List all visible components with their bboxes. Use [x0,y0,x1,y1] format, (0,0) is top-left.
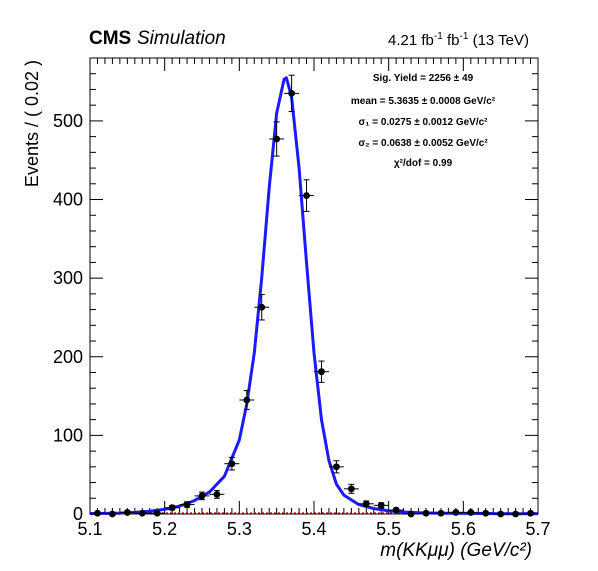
data-marker [407,510,415,518]
y-tick-label: 300 [53,268,83,288]
data-marker [288,89,295,97]
y-tick-label: 500 [53,111,83,131]
data-marker [377,501,385,509]
data-point [239,390,255,410]
data-point [224,456,240,471]
data-point [508,510,524,518]
fit-result-line: χ²/dof = 0.99 [394,158,453,169]
data-marker [318,368,325,376]
data-point [418,509,434,517]
data-point [299,179,314,212]
data-point [478,509,494,517]
x-tick-label: 5.4 [301,519,326,539]
data-marker [123,509,131,516]
x-tick-label: 5.2 [152,519,177,539]
data-point [284,74,300,113]
y-tick-label: 0 [73,504,83,524]
data-point [403,510,419,518]
fit-results-box: Sig. Yield = 2256 ± 49 mean = 5.3635 ± 0.… [351,73,496,169]
data-marker [109,510,116,518]
data-marker [94,509,101,517]
data-marker [437,509,445,517]
data-point [254,293,270,321]
data-marker [497,510,505,518]
data-marker [303,192,310,199]
data-point [388,506,404,514]
data-marker [452,509,460,516]
data-point [90,509,105,517]
data-marker [228,460,236,468]
lumi-exponent-2: -1 [459,31,469,42]
x-tick-label: 5.1 [77,519,102,539]
data-marker [333,463,340,471]
data-marker [213,490,221,498]
fit-result-line: σ₂ = 0.0638 ± 0.0052 GeV/c² [358,138,488,149]
data-marker [527,509,534,517]
data-marker [243,396,251,404]
data-marker [347,485,355,493]
data-marker [153,509,161,517]
x-tick-label: 5.7 [525,519,550,539]
y-tick-label: 100 [53,425,83,445]
x-tick-label: 5.5 [376,519,401,539]
y-axis-label: Events / ( 0.02 ) [22,60,42,187]
data-point [269,121,285,157]
y-tick-label: 200 [53,347,83,367]
data-marker [362,500,370,508]
data-point [149,509,165,517]
lumi-exponent-1: -1 [433,31,443,42]
simulation-label: Simulation [137,28,226,49]
data-point [179,501,195,508]
data-marker [392,506,400,514]
data-point [328,460,344,474]
data-marker [273,135,281,143]
data-point [164,504,180,512]
data-point [343,483,359,494]
data-point [358,500,374,508]
data-point [104,510,120,518]
fit-result-line: mean = 5.3635 ± 0.0008 GeV/c² [351,96,496,107]
data-marker [422,509,430,517]
x-tick-label: 5.6 [451,519,476,539]
data-marker [258,303,266,311]
data-point [314,360,329,383]
luminosity-label: 4.21 fb-1 fb-1 (13 TeV) [388,31,529,49]
data-point [433,509,449,517]
data-marker [168,504,176,512]
data-points [90,74,538,518]
fit-result-line: Sig. Yield = 2256 ± 49 [373,73,474,84]
x-tick-labels: 5.1 5.2 5.3 5.4 5.5 5.6 5.7 [77,519,550,539]
x-axis-label: m(KKμμ) (GeV/c²) [380,540,532,561]
data-marker [198,492,206,500]
x-tick-label: 5.3 [227,519,252,539]
data-point [134,509,150,517]
data-point [463,509,479,516]
data-marker [183,501,191,508]
data-point [194,491,210,501]
lumi-mid: fb [442,32,460,49]
y-tick-labels: 0 100 200 300 400 500 [53,111,83,524]
fit-result-line: σ₁ = 0.0275 ± 0.0012 GeV/c² [358,117,488,128]
data-point [493,510,509,518]
data-point [209,489,225,499]
y-tick-label: 400 [53,190,83,210]
data-point [448,509,464,516]
data-point [119,509,135,516]
data-marker [467,509,475,516]
lumi-value: 4.21 fb [388,32,434,49]
lumi-energy: (13 TeV) [468,32,529,49]
data-point [523,509,538,517]
experiment-label: CMS [89,28,132,49]
data-marker [512,510,519,518]
data-marker [138,509,146,517]
data-point [373,501,389,509]
data-marker [482,509,490,517]
